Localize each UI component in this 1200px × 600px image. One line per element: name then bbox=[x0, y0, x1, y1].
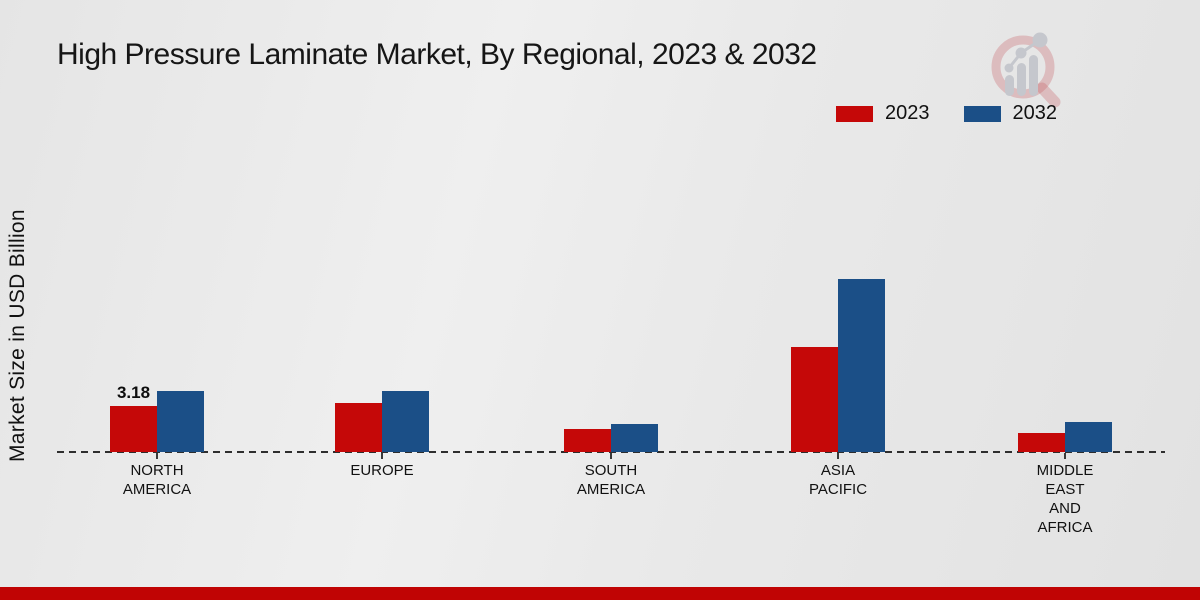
legend-swatch-2032 bbox=[963, 105, 1001, 122]
legend-label-2032: 2032 bbox=[1012, 102, 1058, 124]
x-axis-tick-middle-east-and-africa bbox=[1064, 453, 1066, 459]
bar-2032-middle-east-and-africa bbox=[1065, 422, 1112, 452]
bar-2023-south-america bbox=[564, 429, 611, 452]
category-label-europe: EUROPE bbox=[350, 462, 414, 479]
logo-bar-trend-icon bbox=[1004, 32, 1048, 96]
bottom-band bbox=[0, 587, 1200, 600]
bar-2023-asia-pacific bbox=[791, 347, 838, 452]
legend-item-2032: 2032 bbox=[963, 102, 1058, 125]
legend-swatch-2023 bbox=[836, 105, 873, 122]
bar-2023-north-america bbox=[110, 406, 157, 452]
bar-2032-europe bbox=[382, 391, 429, 452]
x-axis-tick-asia-pacific bbox=[837, 453, 839, 459]
chart-title: High Pressure Laminate Market, By Region… bbox=[57, 38, 817, 71]
category-label-south-america: SOUTH AMERICA bbox=[576, 462, 646, 498]
market-research-magnifier-chart-logo bbox=[991, 32, 1061, 108]
x-axis-tick-north-america bbox=[156, 453, 158, 459]
category-label-north-america: NORTH AMERICA bbox=[122, 462, 192, 498]
category-label-asia-pacific: ASIA PACIFIC bbox=[808, 462, 868, 498]
x-axis-baseline bbox=[57, 451, 1165, 453]
x-axis-tick-europe bbox=[381, 453, 383, 459]
bar-2032-north-america bbox=[157, 391, 204, 452]
bar-2023-europe bbox=[335, 403, 382, 452]
legend-label-2023: 2023 bbox=[885, 102, 930, 124]
data-label-2023-north-america: 3.18 bbox=[116, 383, 151, 402]
legend: 2023 2032 bbox=[836, 102, 1057, 125]
bar-2032-asia-pacific bbox=[838, 279, 885, 452]
x-axis-tick-south-america bbox=[610, 453, 612, 459]
bar-2023-middle-east-and-africa bbox=[1018, 433, 1065, 452]
category-label-middle-east-and-africa: MIDDLE EAST AND AFRICA bbox=[1036, 462, 1094, 536]
bar-2032-south-america bbox=[611, 424, 658, 452]
legend-item-2023: 2023 bbox=[836, 102, 930, 125]
